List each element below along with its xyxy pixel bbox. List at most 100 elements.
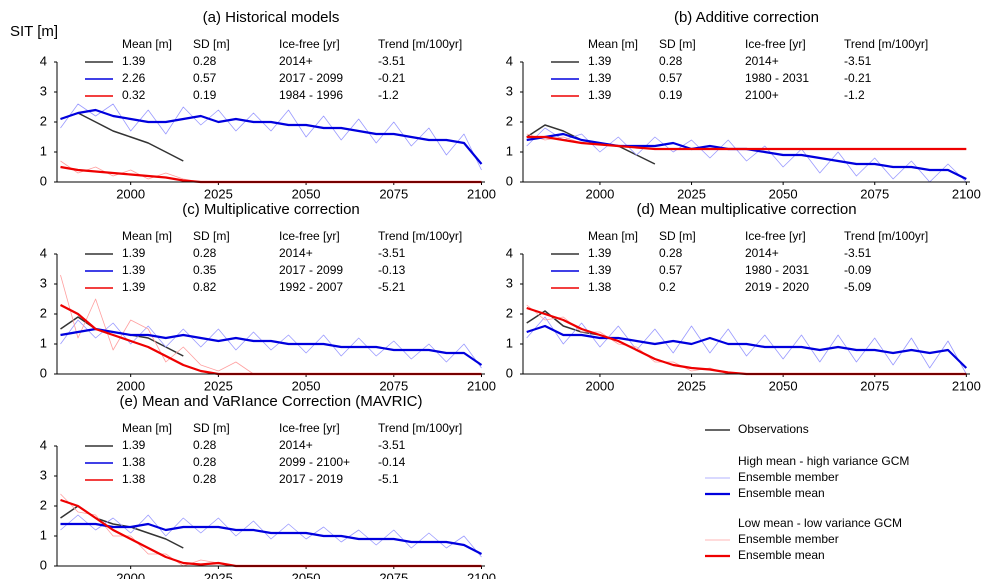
x-tick-label: 2100 [467,186,496,201]
stats-cell: 2017 - 2019 [279,472,343,486]
legend-label: Ensemble mean [738,486,825,500]
x-tick-label: 2000 [116,570,145,579]
y-tick-label: 2 [40,497,47,512]
y-tick-label: 3 [40,275,47,290]
legend-group-title: High mean - high variance GCM [738,454,909,468]
panel-title: (e) Mean and VaRIance Correction (MAVRIC… [120,393,423,410]
stats-cell: -3.51 [844,54,872,68]
x-tick-label: 2100 [467,378,496,393]
stats-cell: 2014+ [745,246,779,260]
stats-cell: 1992 - 2007 [279,280,343,294]
y-tick-label: 3 [40,467,47,482]
stats-cell: 0.2 [659,280,676,294]
x-tick-label: 2050 [292,378,321,393]
stats-cell: 1.39 [122,438,146,452]
series-line [60,522,483,555]
stats-cell: 1.39 [122,54,146,68]
stats-cell: 1984 - 1996 [279,88,343,102]
panel-title: (d) Mean multiplicative correction [636,201,856,218]
stats-cell: 0.28 [193,54,217,68]
x-tick-label: 2050 [769,186,798,201]
y-tick-label: 4 [40,245,47,260]
y-tick-label: 2 [506,113,513,128]
y-tick-label: 2 [40,305,47,320]
stats-cell: 0.28 [193,455,217,469]
x-tick-label: 2075 [379,570,408,579]
stats-header: SD [m] [659,229,696,243]
stats-cell: 2099 - 2100+ [279,455,350,469]
x-tick-label: 2025 [677,378,706,393]
stats-cell: -0.14 [378,455,406,469]
stats-cell: 2019 - 2020 [745,280,809,294]
stats-cell: 1.39 [588,54,612,68]
series-line [526,127,967,183]
legend-group-title: Low mean - low variance GCM [738,516,902,530]
stats-cell: -5.1 [378,472,399,486]
x-tick-label: 2050 [292,186,321,201]
stats-cell: 1.39 [588,71,612,85]
stats-header: Mean [m] [122,37,172,51]
y-tick-label: 1 [40,335,47,350]
y-tick-label: 0 [40,557,47,572]
stats-cell: 2014+ [279,54,313,68]
stats-cell: 1980 - 2031 [745,263,809,277]
x-tick-label: 2075 [379,378,408,393]
y-tick-label: 0 [40,365,47,380]
stats-header: Ice-free [yr] [279,421,340,435]
series-line [526,316,967,375]
stats-header: Trend [m/100yr] [378,421,462,435]
y-tick-label: 4 [40,53,47,68]
series-line [60,112,184,162]
stats-cell: 1980 - 2031 [745,71,809,85]
y-tick-label: 2 [40,113,47,128]
stats-cell: -3.51 [844,246,872,260]
stats-cell: 1.38 [588,280,612,294]
y-tick-label: 4 [506,245,513,260]
y-tick-label: 1 [506,335,513,350]
stats-cell: 1.38 [122,472,146,486]
stats-cell: 0.35 [193,263,217,277]
stats-cell: -0.21 [378,71,406,85]
stats-header: Trend [m/100yr] [378,229,462,243]
stats-cell: 1.39 [122,263,146,277]
stats-cell: 0.19 [193,88,217,102]
stats-cell: 2.26 [122,71,146,85]
stats-cell: -3.51 [378,54,406,68]
stats-cell: 0.28 [659,246,683,260]
y-tick-label: 3 [506,275,513,290]
y-tick-label: 1 [506,143,513,158]
stats-header: Mean [m] [588,37,638,51]
stats-header: Ice-free [yr] [279,229,340,243]
y-tick-label: 0 [506,365,513,380]
series-line [526,306,967,376]
x-tick-label: 2100 [952,186,981,201]
stats-cell: -5.21 [378,280,406,294]
stats-cell: 0.28 [193,246,217,260]
x-tick-label: 2050 [292,570,321,579]
y-axis-label: SIT [m] [10,23,58,40]
y-tick-label: 4 [506,53,513,68]
stats-cell: 2014+ [279,438,313,452]
x-tick-label: 2100 [467,570,496,579]
series-line [526,324,968,369]
series-line [59,304,482,376]
series-line [60,319,482,369]
stats-header: Trend [m/100yr] [378,37,462,51]
x-tick-label: 2075 [379,186,408,201]
stats-header: Trend [m/100yr] [844,229,928,243]
series-line [526,135,967,151]
series-line [60,327,483,366]
series-line [60,103,482,171]
stats-cell: 0.57 [659,263,683,277]
x-tick-label: 2075 [860,186,889,201]
stats-header: Mean [m] [122,229,172,243]
series-line [526,304,967,375]
stats-header: SD [m] [193,229,230,243]
y-tick-label: 3 [506,83,513,98]
series-line [60,108,483,165]
series-line [60,514,482,558]
stats-cell: -1.2 [378,88,399,102]
stats-header: Ice-free [yr] [279,37,340,51]
x-tick-label: 2025 [677,186,706,201]
